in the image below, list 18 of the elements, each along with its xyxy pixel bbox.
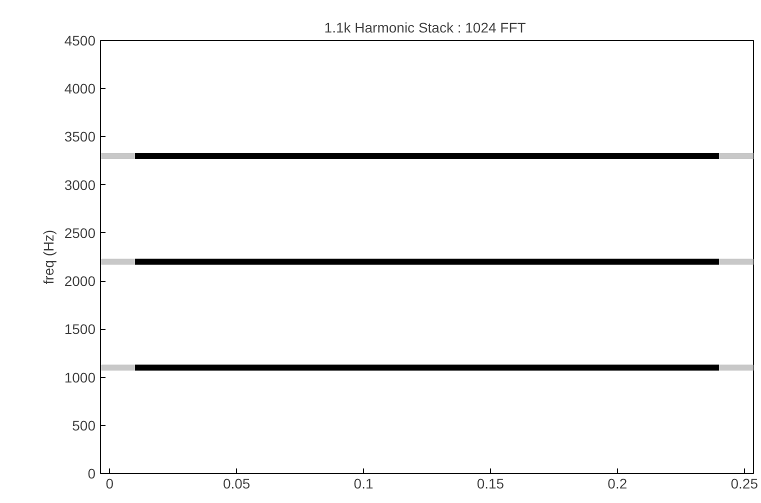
- y-tick-label: 3000: [64, 176, 96, 193]
- y-tick-label: 1500: [64, 321, 96, 338]
- y-axis-title: freq (Hz): [40, 230, 56, 284]
- x-tick-label: 0.15: [476, 476, 504, 492]
- y-tick-label: 4000: [64, 80, 96, 97]
- y-tick-label: 1000: [64, 369, 96, 386]
- y-tick-label: 500: [72, 417, 96, 434]
- x-tick-label: 0: [106, 476, 114, 492]
- x-tick-label: 0.2: [608, 476, 628, 492]
- y-tick-label: 2000: [64, 273, 96, 290]
- y-tick-label: 3500: [64, 128, 96, 145]
- x-tick-label: 0.1: [354, 476, 374, 492]
- x-tick-label: 0.05: [222, 476, 250, 492]
- y-tick-label: 2500: [64, 224, 96, 241]
- y-tick-label: 4500: [64, 32, 96, 48]
- chart-title: 1.1k Harmonic Stack : 1024 FFT: [324, 20, 526, 36]
- y-tick-label: 0: [88, 466, 96, 482]
- x-tick-label: 0.25: [730, 476, 758, 492]
